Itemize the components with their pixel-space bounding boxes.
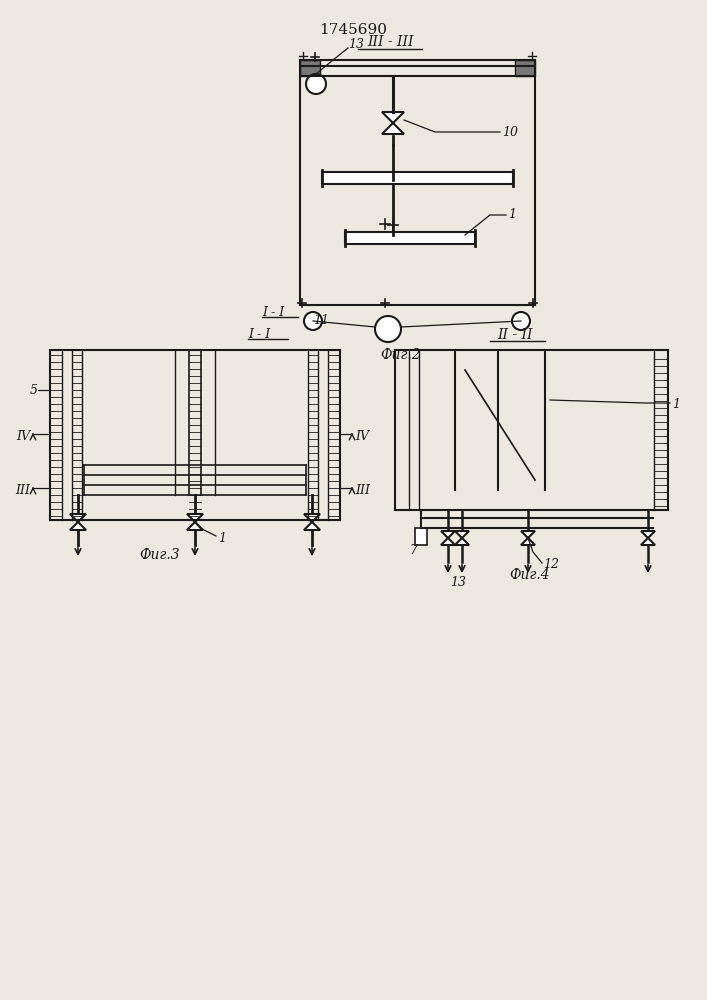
Polygon shape xyxy=(70,522,86,530)
Text: III - III: III - III xyxy=(367,35,414,49)
Circle shape xyxy=(304,312,322,330)
Polygon shape xyxy=(304,514,320,522)
Text: Фиг.4: Фиг.4 xyxy=(510,568,550,582)
Bar xyxy=(345,232,475,244)
Text: II - II: II - II xyxy=(497,328,533,342)
Text: Фиг.3: Фиг.3 xyxy=(140,548,180,562)
Text: 13: 13 xyxy=(348,38,364,51)
Polygon shape xyxy=(521,531,535,538)
Bar xyxy=(322,172,513,184)
Text: I - I: I - I xyxy=(248,328,270,342)
Text: I - I: I - I xyxy=(262,306,284,320)
Polygon shape xyxy=(382,112,404,123)
Text: 11: 11 xyxy=(313,314,329,328)
Text: Фиг.2: Фиг.2 xyxy=(380,348,421,362)
Text: 1745690: 1745690 xyxy=(319,23,387,37)
Polygon shape xyxy=(521,538,535,545)
Text: 13: 13 xyxy=(450,576,466,588)
Text: 10: 10 xyxy=(502,125,518,138)
Text: 12: 12 xyxy=(543,558,559,572)
Polygon shape xyxy=(441,538,455,545)
Bar xyxy=(300,60,320,76)
Text: 1: 1 xyxy=(218,532,226,544)
Text: 1: 1 xyxy=(508,209,516,222)
Polygon shape xyxy=(455,531,469,538)
Polygon shape xyxy=(70,514,86,522)
Bar xyxy=(415,528,427,545)
Polygon shape xyxy=(187,522,203,530)
Polygon shape xyxy=(641,538,655,545)
Polygon shape xyxy=(382,123,404,134)
Text: III: III xyxy=(355,484,370,496)
Circle shape xyxy=(306,74,326,94)
Polygon shape xyxy=(441,531,455,538)
Circle shape xyxy=(375,316,401,342)
Polygon shape xyxy=(455,538,469,545)
Circle shape xyxy=(512,312,530,330)
Text: III: III xyxy=(15,484,30,496)
Polygon shape xyxy=(187,514,203,522)
Text: IV: IV xyxy=(355,430,369,442)
Text: IV: IV xyxy=(16,430,30,442)
Text: 5: 5 xyxy=(30,383,38,396)
Polygon shape xyxy=(641,531,655,538)
Polygon shape xyxy=(304,522,320,530)
Text: 7: 7 xyxy=(409,544,417,556)
Bar xyxy=(515,60,535,76)
Text: 1: 1 xyxy=(672,398,680,412)
